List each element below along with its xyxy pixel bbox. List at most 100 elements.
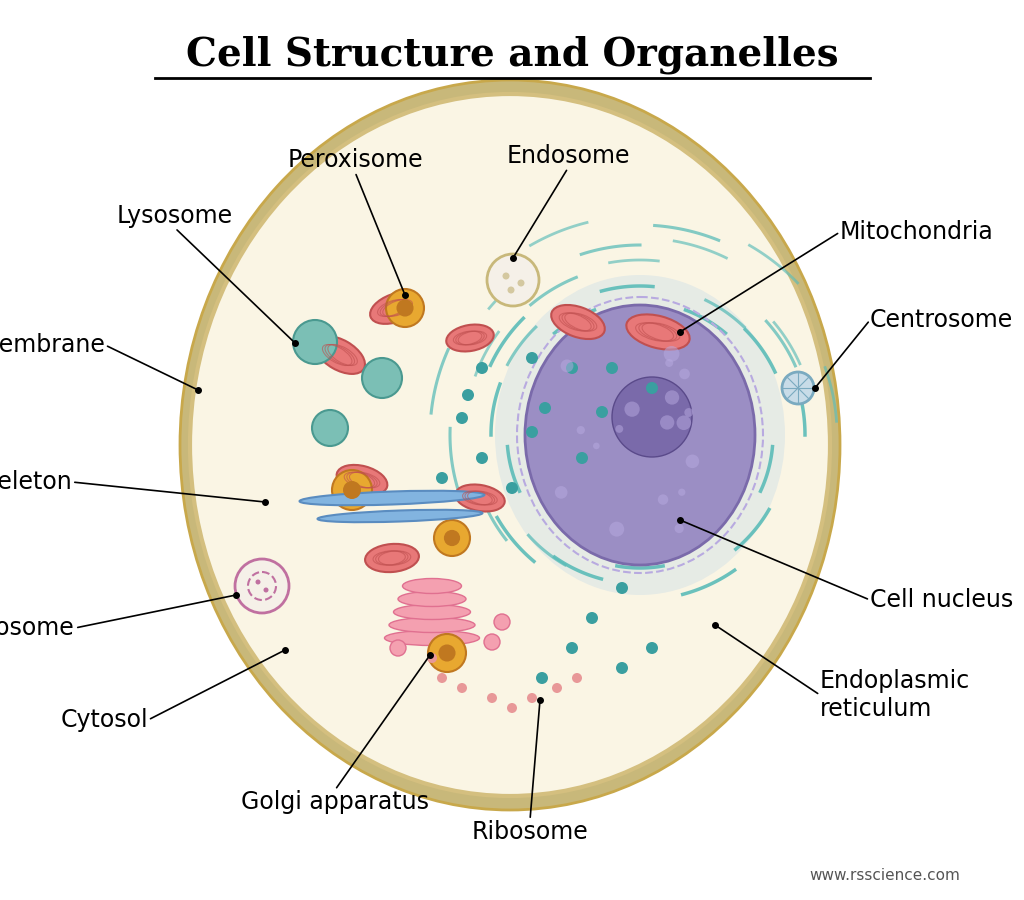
Ellipse shape [398, 591, 466, 607]
Circle shape [555, 486, 567, 499]
Text: Cell nucleus: Cell nucleus [870, 588, 1014, 612]
Ellipse shape [190, 94, 830, 796]
Circle shape [616, 662, 628, 674]
Circle shape [438, 644, 456, 662]
Ellipse shape [551, 305, 605, 339]
Ellipse shape [525, 305, 755, 565]
Circle shape [396, 300, 414, 317]
Circle shape [263, 588, 268, 592]
Circle shape [390, 640, 406, 656]
Circle shape [527, 693, 537, 703]
Circle shape [476, 362, 488, 374]
Circle shape [332, 470, 372, 510]
Circle shape [386, 289, 424, 327]
Circle shape [476, 452, 488, 464]
Circle shape [437, 673, 447, 683]
Circle shape [664, 346, 680, 362]
Ellipse shape [384, 631, 479, 645]
Ellipse shape [446, 325, 494, 352]
Text: Cell Structure and Organelles: Cell Structure and Organelles [185, 36, 839, 75]
Circle shape [782, 372, 814, 404]
Text: Mitochondria: Mitochondria [840, 220, 993, 244]
Circle shape [679, 369, 690, 379]
Text: Endosome: Endosome [506, 144, 630, 168]
Text: Cytosol: Cytosol [60, 708, 148, 732]
Ellipse shape [389, 617, 475, 633]
Text: Golgi apparatus: Golgi apparatus [241, 790, 429, 814]
Circle shape [552, 683, 562, 693]
Circle shape [560, 359, 573, 373]
Circle shape [526, 426, 538, 438]
Ellipse shape [402, 579, 462, 593]
Circle shape [293, 320, 337, 364]
Circle shape [593, 443, 600, 449]
Circle shape [508, 286, 514, 293]
Circle shape [612, 377, 692, 457]
Ellipse shape [300, 491, 484, 505]
Ellipse shape [370, 292, 420, 324]
Circle shape [566, 362, 578, 374]
Circle shape [586, 612, 598, 624]
Circle shape [427, 653, 437, 663]
Circle shape [684, 408, 693, 417]
Circle shape [646, 642, 658, 654]
Ellipse shape [456, 484, 505, 511]
Text: Autophagosome: Autophagosome [0, 616, 75, 640]
Circle shape [577, 426, 585, 435]
Circle shape [487, 693, 497, 703]
Circle shape [234, 559, 289, 613]
Circle shape [506, 482, 518, 494]
Circle shape [596, 406, 608, 418]
Circle shape [646, 382, 658, 394]
Ellipse shape [393, 605, 470, 619]
Circle shape [256, 580, 260, 584]
Circle shape [666, 359, 673, 367]
Circle shape [428, 634, 466, 672]
Circle shape [536, 672, 548, 684]
Circle shape [343, 481, 361, 499]
Circle shape [566, 642, 578, 654]
Text: Peroxisome: Peroxisome [287, 148, 423, 172]
Circle shape [487, 254, 539, 306]
Ellipse shape [317, 509, 482, 522]
Circle shape [660, 415, 675, 429]
Text: Cell membrane: Cell membrane [0, 333, 105, 357]
Circle shape [572, 673, 582, 683]
Circle shape [615, 425, 624, 433]
Circle shape [484, 634, 500, 650]
Circle shape [526, 352, 538, 364]
Text: Lysosome: Lysosome [117, 204, 233, 228]
Ellipse shape [315, 336, 365, 374]
Circle shape [616, 582, 628, 594]
Circle shape [686, 454, 699, 468]
Text: www.rsscience.com: www.rsscience.com [809, 868, 961, 883]
Circle shape [575, 452, 588, 464]
Circle shape [517, 280, 524, 286]
Circle shape [457, 683, 467, 693]
Text: Centrosome: Centrosome [870, 308, 1014, 332]
Circle shape [539, 402, 551, 414]
Text: Endoplasmic
reticulum: Endoplasmic reticulum [820, 669, 971, 721]
Circle shape [677, 416, 691, 430]
Ellipse shape [180, 80, 840, 810]
Text: Cytoskeleton: Cytoskeleton [0, 470, 72, 494]
Circle shape [678, 489, 685, 496]
Ellipse shape [495, 275, 785, 595]
Ellipse shape [627, 314, 690, 349]
Circle shape [665, 391, 679, 405]
Circle shape [312, 410, 348, 446]
Circle shape [443, 530, 460, 546]
Circle shape [494, 614, 510, 630]
Circle shape [606, 362, 618, 374]
Circle shape [507, 703, 517, 713]
Ellipse shape [366, 544, 419, 572]
Circle shape [456, 412, 468, 424]
Circle shape [436, 472, 449, 484]
Circle shape [362, 358, 402, 398]
Ellipse shape [337, 465, 387, 495]
Text: Ribosome: Ribosome [472, 820, 589, 844]
Circle shape [434, 520, 470, 556]
Circle shape [657, 494, 669, 505]
Circle shape [462, 389, 474, 401]
Circle shape [625, 401, 640, 417]
